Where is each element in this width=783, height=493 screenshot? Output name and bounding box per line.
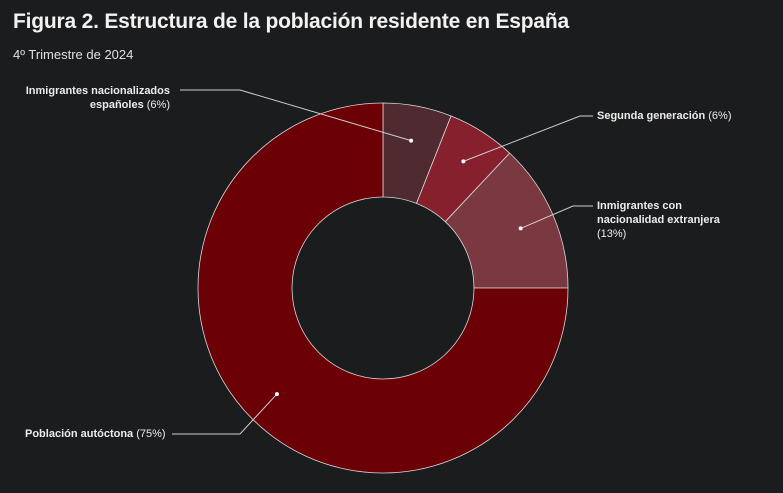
label-inmigrantes-nacionalizados: Inmigrantes nacionalizados españoles (6%… [0, 84, 170, 112]
label-poblacion-autoctona-pct: (75%) [136, 428, 166, 440]
label-inmigrantes-extranjera: Inmigrantes con nacionalidad extranjera … [597, 199, 737, 241]
slice-inmigrantes-extranjera-leader-line [520, 205, 593, 229]
chart-title: Figura 2. Estructura de la población res… [13, 10, 569, 33]
label-inmigrantes-nacionalizados-text: Inmigrantes nacionalizados españoles [25, 85, 170, 111]
label-segunda-generacion: Segunda generación (6%) [597, 109, 777, 123]
slice-poblacion-autoctona-leader-line [172, 393, 278, 435]
label-inmigrantes-extranjera-pct: (13%) [597, 228, 627, 240]
slice-poblacion-autoctona-leader-dot [274, 392, 279, 397]
label-poblacion-autoctona: Población autóctona (75%) [25, 427, 225, 441]
label-inmigrantes-nacionalizados-pct: (6%) [146, 99, 170, 111]
slice-inmigrantes-nacionalizados-leader-dot [409, 138, 414, 143]
chart-subtitle: 4º Trimestre de 2024 [13, 47, 134, 62]
slice-segunda-generacion-leader-line [463, 115, 593, 162]
label-segunda-generacion-text: Segunda generación [597, 110, 706, 122]
label-segunda-generacion-pct: (6%) [708, 110, 732, 122]
label-poblacion-autoctona-text: Población autóctona [25, 428, 134, 440]
slice-poblacion-autoctona [197, 102, 569, 474]
label-inmigrantes-extranjera-text: Inmigrantes con nacionalidad extranjera [597, 200, 720, 226]
slice-segunda-generacion-leader-dot [461, 159, 466, 164]
slice-inmigrantes-extranjera-leader-dot [518, 226, 523, 231]
slice-inmigrantes-nacionalizados-leader-line [180, 89, 412, 142]
